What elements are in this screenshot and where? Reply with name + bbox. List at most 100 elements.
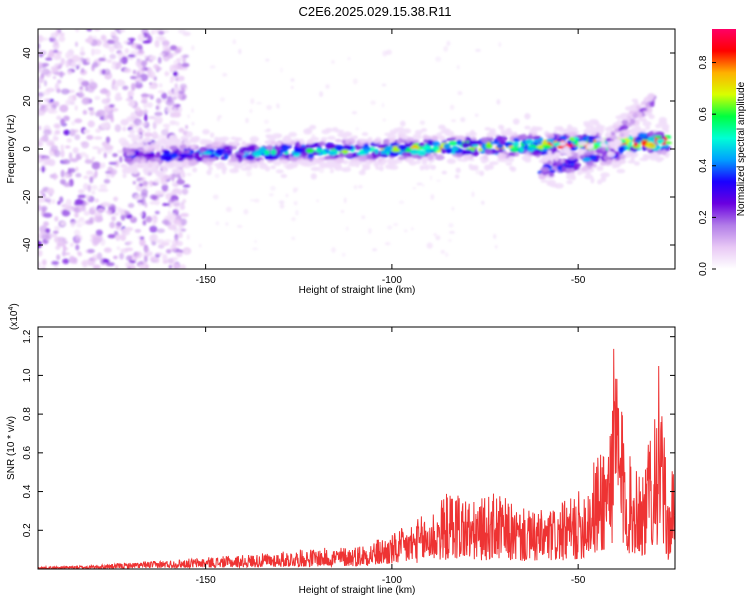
- spectrogram-cell: [533, 138, 540, 144]
- spectrogram-cell: [370, 100, 376, 106]
- spectrogram-cell: [246, 170, 252, 177]
- spectrogram-cell: [139, 238, 146, 247]
- spectrogram-cell: [162, 44, 170, 52]
- spectrogram-cell: [280, 67, 283, 73]
- spectrogram-cell: [178, 95, 183, 100]
- spectrogram-cell: [92, 205, 96, 211]
- spectrogram-cell: [412, 186, 417, 190]
- spectrogram-cell: [112, 153, 118, 158]
- spectrogram-cell: [146, 251, 153, 257]
- spectrogram-cell: [43, 212, 53, 218]
- spectrogram-cell: [158, 52, 165, 56]
- spectrogram-cell: [417, 150, 427, 157]
- spectrogram-cell: [103, 152, 107, 159]
- spectrogram-cell: [52, 75, 57, 80]
- spectrogram-cell: [639, 157, 649, 162]
- spectrogram-cell: [269, 185, 276, 192]
- spectrogram-cell: [169, 45, 178, 51]
- spectrogram-cell: [92, 61, 99, 68]
- spectrogram-cell: [95, 39, 102, 47]
- spectrogram-cell: [38, 69, 44, 74]
- spectrogram-cell: [170, 75, 175, 82]
- spectrogram-cell: [425, 149, 432, 154]
- spectrogram-cell: [549, 169, 556, 173]
- spectrogram-cell: [45, 228, 51, 234]
- spectrogram-cell: [130, 82, 136, 91]
- spectrogram-cell: [403, 128, 411, 134]
- spectrogram-cell: [182, 184, 191, 188]
- spectrogram-cell: [97, 208, 105, 213]
- spectrogram-cell: [162, 202, 170, 207]
- spectrogram-cell: [152, 215, 158, 224]
- spectrogram-cell: [76, 223, 83, 228]
- spectrogram-cell: [390, 141, 398, 147]
- spectrogram-cell: [62, 258, 70, 265]
- spectrogram-cell: [599, 161, 607, 166]
- spectrogram-cell: [343, 197, 347, 204]
- spectrogram-cell: [266, 128, 272, 132]
- spectrogram-cell: [454, 174, 460, 179]
- spectrogram-cell: [534, 126, 543, 131]
- spectrogram-cell: [457, 91, 463, 96]
- spectrogram-cell: [151, 240, 157, 246]
- spectrogram-cell: [331, 247, 336, 253]
- spectrogram-cell: [310, 143, 319, 148]
- spectrogram-cell: [255, 101, 263, 105]
- spectrogram-cell: [555, 160, 561, 165]
- spectrogram-cell: [69, 129, 76, 137]
- spectrogram-cell: [61, 209, 71, 217]
- spectrogram-cell: [142, 109, 149, 114]
- spectrogram-cell: [113, 212, 120, 216]
- spectrogram-cell: [202, 129, 210, 135]
- spectrogram-cell: [62, 159, 71, 165]
- spectrogram-cell: [170, 52, 178, 56]
- spectrogram-cell: [43, 80, 48, 87]
- spectrogram-cell: [41, 259, 47, 266]
- spectrogram-cell: [323, 163, 334, 167]
- spectrogram-cell: [275, 102, 280, 109]
- spectrogram-cell: [136, 134, 142, 138]
- spectrogram-cell: [120, 233, 127, 242]
- spectrogram-cell: [427, 139, 432, 143]
- spectrogram-cell: [149, 256, 159, 262]
- spectrogram-cell: [480, 137, 488, 143]
- spectrogram-cell: [498, 42, 502, 47]
- spectrogram-cell: [180, 228, 187, 232]
- spectrogram-cell: [439, 130, 450, 134]
- spectrogram-cell: [398, 155, 405, 161]
- spectrogram-cell: [486, 132, 495, 138]
- spectrogram-cell: [245, 154, 256, 161]
- spectrogram-cell: [567, 140, 572, 145]
- spectrogram-cell: [156, 228, 165, 233]
- snr-line-group: [38, 348, 675, 569]
- spectrogram-cell: [143, 255, 148, 263]
- snr-y-ticks: 0.2 0.4 0.6 0.8 1.0 1.2: [22, 329, 675, 537]
- spectrogram-cell: [275, 169, 284, 174]
- spectrogram-cell: [389, 165, 399, 170]
- spectrogram-cell: [172, 188, 181, 194]
- spectrogram-cell: [263, 119, 269, 125]
- spectrogram-cell: [375, 166, 381, 170]
- spectrogram-cell: [231, 145, 237, 150]
- spectrogram-cell: [100, 121, 110, 130]
- spectrogram-cell: [59, 179, 66, 185]
- spectrogram-cell: [63, 173, 70, 179]
- spectrogram-cell: [597, 179, 603, 185]
- spectrogram-cell: [59, 32, 65, 37]
- spectrogram-cell: [552, 142, 562, 147]
- spectrogram-cell: [181, 62, 190, 68]
- spectrogram-cell: [330, 59, 336, 65]
- spectrogram-cell: [125, 97, 133, 102]
- spectrogram-cell: [87, 120, 95, 128]
- spectrogram-cell: [542, 144, 552, 149]
- spectrogram-cell: [83, 183, 89, 191]
- spectrogram-cell: [53, 174, 58, 179]
- spectrogram-cell: [144, 202, 148, 208]
- spectrogram-cell: [105, 174, 111, 178]
- spectrogram-cell: [186, 172, 192, 177]
- spectrogram-cell: [617, 146, 626, 152]
- spectrogram-cell: [119, 155, 123, 163]
- spectrogram-cell: [73, 220, 81, 224]
- spectrogram-cell: [627, 160, 636, 164]
- spectrogram-cell: [92, 146, 100, 150]
